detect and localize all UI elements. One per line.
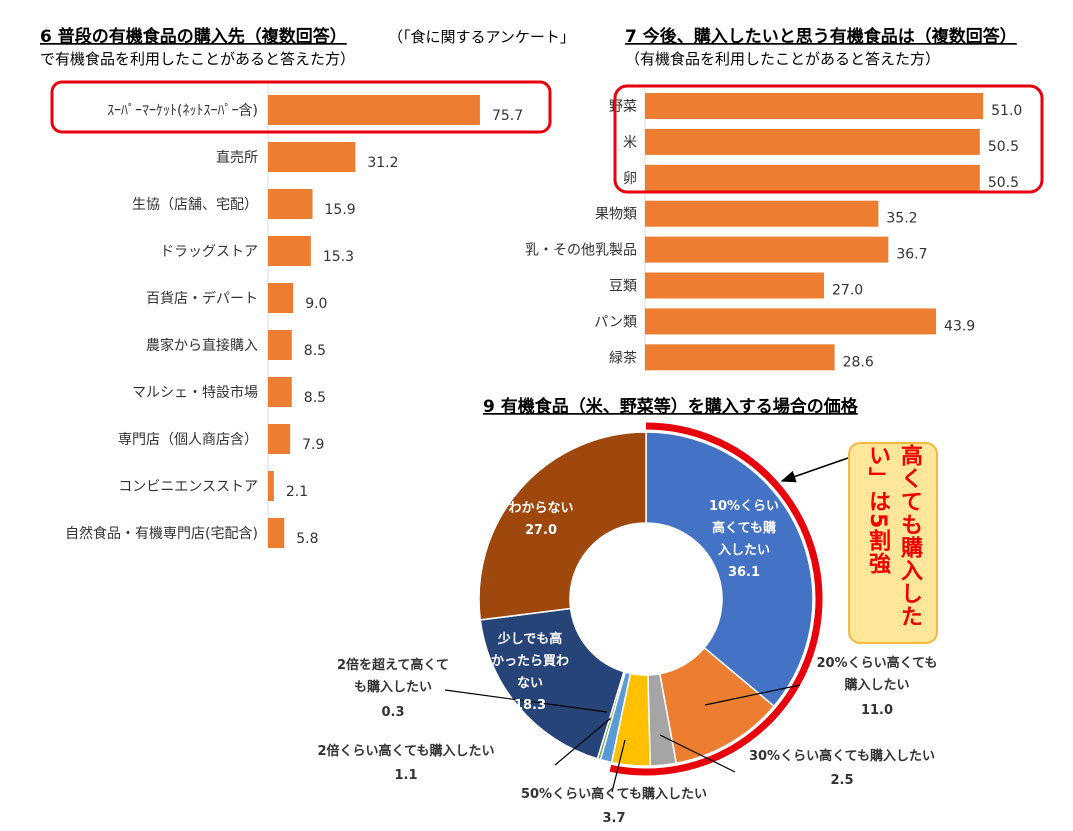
donut-slice <box>479 607 625 760</box>
donut-slice <box>645 431 814 708</box>
chart6-value-label: 31.2 <box>367 155 398 171</box>
chart7-category-label: パン類 <box>594 314 637 330</box>
chart6-value-label: 15.3 <box>323 249 354 265</box>
donut-value-label: 2.5 <box>830 773 853 788</box>
chart6-bar <box>268 189 313 219</box>
chart6-bar <box>268 142 356 172</box>
donut-slice-label-20pct: 20%くらい高くても購入したい <box>816 656 938 693</box>
chart7-bar <box>645 272 825 299</box>
chart6-bar <box>268 377 292 407</box>
chart6-category-label: 自然食品・有機専門店(宅配含) <box>65 525 258 542</box>
chart6-bar <box>268 283 294 313</box>
chart6-value-label: 9.0 <box>305 296 327 312</box>
donut-value-label: 27.0 <box>525 523 557 538</box>
chart6-value-label: 7.9 <box>302 437 324 453</box>
chart7-category-label: 野菜 <box>609 99 637 115</box>
chart7-value-label: 28.6 <box>843 354 874 370</box>
chart6-value-label: 15.9 <box>325 202 356 218</box>
chart6-value-label: 8.5 <box>304 343 326 359</box>
leader-line <box>659 734 736 773</box>
highlight-arc <box>609 422 823 776</box>
chart6-category-label: 直売所 <box>216 149 258 166</box>
leader-line <box>704 684 801 706</box>
callout-arrow <box>780 457 849 483</box>
chart6-value-label: 8.5 <box>304 390 326 406</box>
chart7-category-label: 緑茶 <box>609 350 637 366</box>
chart6-category-label: 生協（店舗、宅配） <box>132 197 258 213</box>
chart6-category-label: ドラッグストア <box>160 244 258 260</box>
chart6-bar <box>268 424 291 454</box>
chart6-title: 6 普段の有機食品の購入先（複数回答） <box>40 26 347 47</box>
chart7-value-label: 51.0 <box>991 103 1022 119</box>
chart7-category-label: 乳・その他乳製品 <box>525 243 637 259</box>
chart7-bar <box>645 93 984 119</box>
donut-value-label: 1.1 <box>394 768 417 783</box>
chart6-bar <box>268 518 285 548</box>
leader-line <box>611 739 626 793</box>
chart6-bar <box>268 330 292 360</box>
donut-slice-label: かったら買わ <box>491 654 569 669</box>
chart7-category-label: 果物類 <box>595 207 637 223</box>
chart6-value-label: 5.8 <box>296 531 318 547</box>
chart7-value-label: 50.5 <box>988 175 1019 191</box>
chart7-bar <box>645 128 980 155</box>
donut-slice-label: 入したい <box>718 543 770 558</box>
chart7-value-label: 27.0 <box>832 283 863 299</box>
chart6-title-note: （「食に関するアンケート」 <box>388 28 575 46</box>
chart7-value-label: 36.7 <box>896 247 927 263</box>
donut-slice-label: ない <box>517 676 543 691</box>
donut-slice-label: 50%くらい高くても購入したい <box>521 786 707 802</box>
chart9-title: 9 有機食品（米、野菜等）を購入する場合の価格 <box>483 396 859 417</box>
donut-value-label: 36.1 <box>728 565 760 580</box>
chart6-bar <box>268 471 274 501</box>
donut-slice-label: 2倍くらい高くても購入したい <box>317 743 494 759</box>
chart7-value-label: 35.2 <box>886 211 917 227</box>
donut-slice-label: 少しでも高 <box>497 631 563 647</box>
leader-line <box>554 717 612 766</box>
chart7-bar <box>645 200 879 227</box>
chart6-category-label: 専門店（個人商店含） <box>118 432 258 448</box>
chart7-title: 7 今後、購入したいと思う有機食品は（複数回答） <box>625 26 1017 47</box>
chart6-category-label: 農家から直接購入 <box>146 337 258 354</box>
chart6-highlight-box <box>50 80 552 134</box>
callout-text: 高くても購入したい」は5割強 <box>865 444 922 628</box>
chart7-bar <box>645 308 937 335</box>
chart6-category-label: 百貨店・デパート <box>146 290 258 307</box>
callout-box: 高くても購入したい」は5割強 <box>848 442 938 644</box>
chart6-subtitle: で有機食品を利用したことがあると答えた方） <box>40 50 355 68</box>
chart7-category-label: 卵 <box>623 171 637 187</box>
chart7-subtitle: （有機食品を利用したことがあると答えた方） <box>625 50 940 68</box>
donut-slice-label-over-2x: 2倍を超えて高くても購入したい <box>336 658 449 695</box>
chart6-bar <box>268 236 311 266</box>
chart6-value-label: 75.7 <box>492 108 523 124</box>
donut-slice-label: 10%くらい <box>709 499 779 514</box>
donut-slice-label: 30%くらい高くても購入したい <box>749 748 935 764</box>
leader-line <box>444 689 608 713</box>
chart7-bar <box>645 344 835 371</box>
donut-value-label: 0.3 <box>381 705 404 720</box>
donut-value-label: 18.3 <box>514 698 546 713</box>
chart7-bar <box>645 236 889 263</box>
donut-value-label: 3.7 <box>602 811 625 826</box>
chart7-category-label: 米 <box>623 135 637 151</box>
donut-slice-label: わからない <box>508 501 573 516</box>
chart7-bar <box>645 164 980 191</box>
chart7-highlight-box <box>613 84 1044 194</box>
chart7-value-label: 43.9 <box>944 318 975 334</box>
chart6-category-label: コンビニエンスストア <box>118 479 258 495</box>
donut-slice-label: 高くても購 <box>712 520 776 536</box>
chart6-category-label: マルシェ・特設市場 <box>132 384 258 401</box>
chart7-category-label: 豆類 <box>609 279 637 295</box>
chart6-category-label: ｽｰﾊﾟｰﾏｰｹｯﾄ(ﾈｯﾄｽｰﾊﾟｰ含) <box>107 103 258 119</box>
donut-value-label: 11.0 <box>861 703 893 718</box>
donut-slice <box>478 431 647 621</box>
chart7-value-label: 50.5 <box>988 139 1019 155</box>
chart6-value-label: 2.1 <box>286 484 308 500</box>
chart6-bar <box>268 95 480 125</box>
